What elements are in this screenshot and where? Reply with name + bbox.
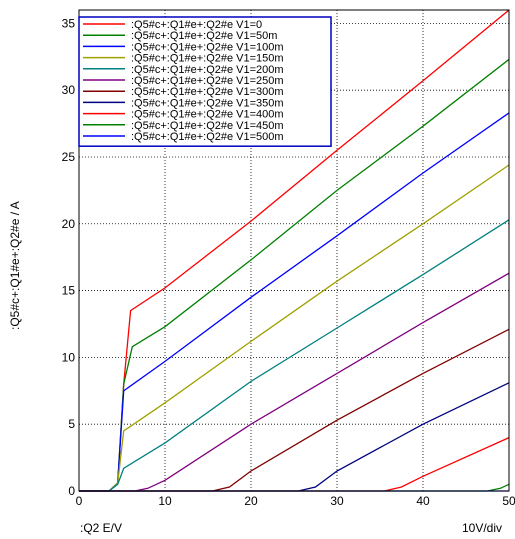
legend-label: :Q5#c+:Q1#e+:Q2#e V1=50m (131, 30, 277, 42)
series-line-9 (79, 483, 510, 492)
x-tick-label: 10 (158, 494, 172, 508)
legend-label: :Q5#c+:Q1#e+:Q2#e V1=250m (131, 75, 284, 87)
series-line-5 (79, 272, 510, 492)
y-tick-label: 5 (68, 417, 75, 431)
series-line-4 (79, 219, 510, 492)
legend-label: :Q5#c+:Q1#e+:Q2#e V1=150m (131, 53, 284, 65)
y-tick-label: 10 (62, 350, 76, 364)
y-tick-label: 15 (62, 284, 76, 298)
y-tick-label: 20 (62, 217, 76, 231)
legend-label: :Q5#c+:Q1#e+:Q2#e V1=350m (131, 97, 284, 109)
y-tick-label: 30 (62, 83, 76, 97)
legend: :Q5#c+:Q1#e+:Q2#e V1=0:Q5#c+:Q1#e+:Q2#e … (78, 16, 332, 147)
legend-label: :Q5#c+:Q1#e+:Q2#e V1=450m (131, 120, 284, 132)
plot-frame (78, 9, 510, 492)
legend-label: :Q5#c+:Q1#e+:Q2#e V1=0 (131, 19, 262, 31)
scale-label: 10V/div (462, 521, 503, 535)
x-axis-label: :Q2 E/V (80, 521, 123, 535)
tick-labels: 0 10 20 30 40 50 0 5 10 15 20 25 30 35 (62, 16, 515, 508)
legend-label: :Q5#c+:Q1#e+:Q2#e V1=300m (131, 86, 284, 98)
legend-label: :Q5#c+:Q1#e+:Q2#e V1=500m (131, 131, 284, 143)
x-tick-label: 40 (416, 494, 430, 508)
y-tick-label: 25 (62, 150, 76, 164)
legend-label: :Q5#c+:Q1#e+:Q2#e V1=400m (131, 109, 284, 121)
series-line-3 (79, 164, 510, 492)
x-tick-label: 0 (76, 494, 83, 508)
legend-label: :Q5#c+:Q1#e+:Q2#e V1=200m (131, 64, 284, 76)
legend-label: :Q5#c+:Q1#e+:Q2#e V1=100m (131, 41, 284, 53)
y-tick-label: 35 (62, 16, 76, 30)
x-tick-label: 20 (244, 494, 258, 508)
x-tick-label: 50 (502, 494, 515, 508)
y-axis-label: :Q5#c+:Q1#e+:Q2#e / A (8, 201, 22, 330)
x-tick-label: 30 (330, 494, 344, 508)
y-tick-label: 0 (68, 484, 75, 498)
